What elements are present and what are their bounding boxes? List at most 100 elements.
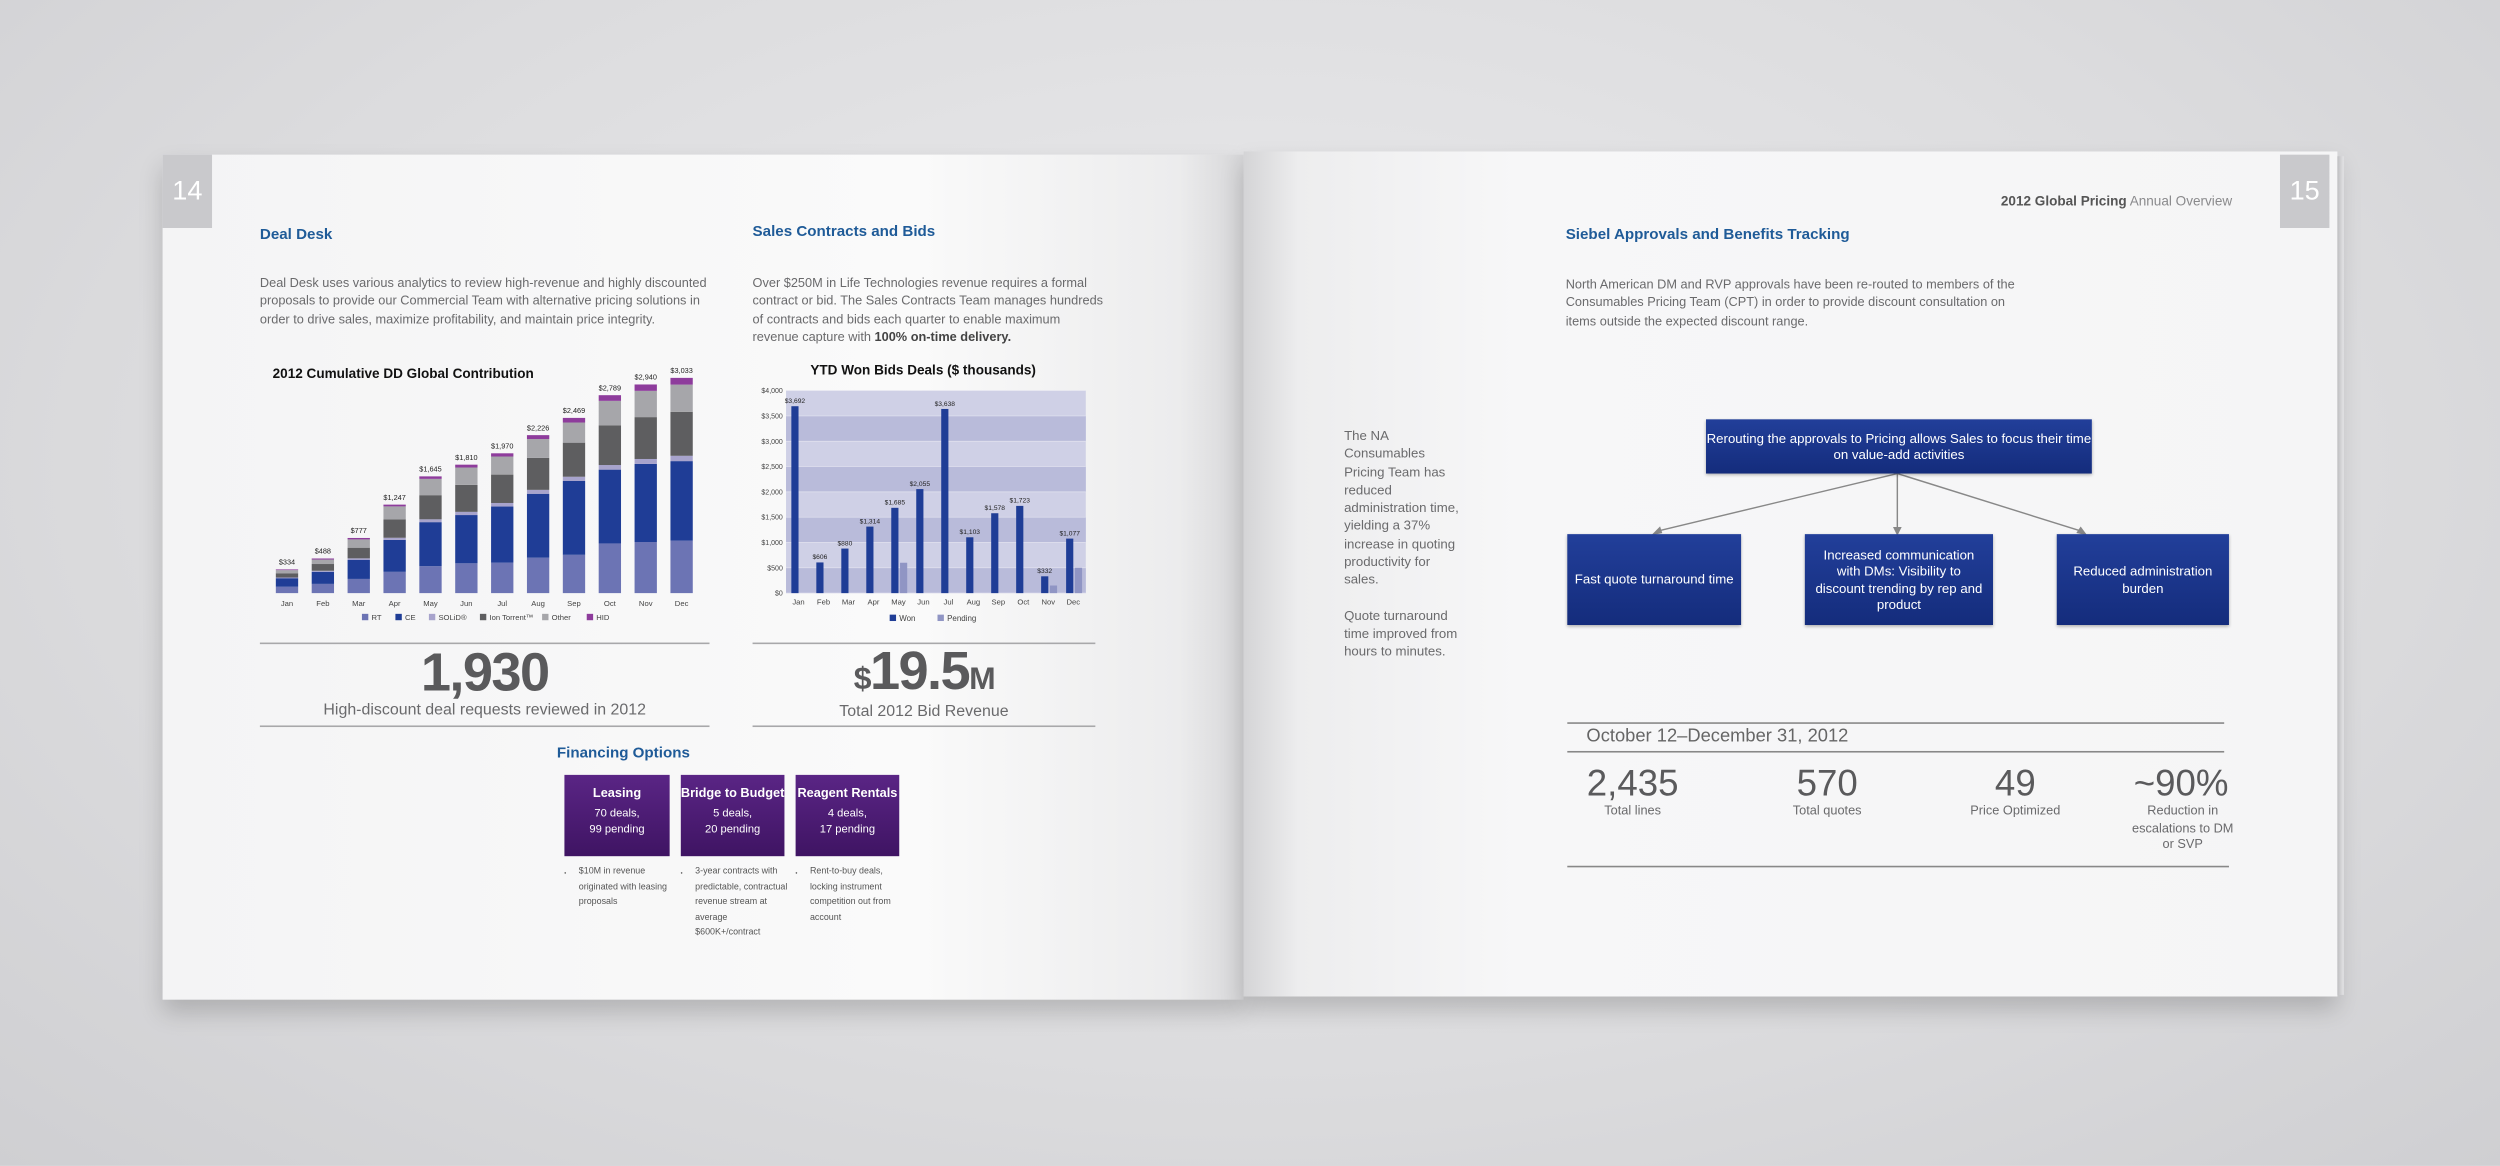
bar-segment [383, 571, 406, 594]
x-tick-label: Mar [842, 597, 856, 606]
bar-segment [670, 411, 693, 456]
rule [259, 642, 710, 645]
legend-swatch [586, 613, 594, 621]
legend-swatch [428, 613, 436, 621]
x-tick-label: Nov [639, 599, 653, 608]
bar-segment [347, 547, 370, 559]
total-label: $2,469 [563, 406, 585, 415]
text-bold: 100% on-time delivery. [874, 330, 1012, 345]
bar-segment [311, 583, 335, 594]
bar-segment [455, 484, 478, 512]
bar [941, 408, 949, 594]
x-tick-label: Nov [1042, 597, 1056, 606]
total-label: $777 [351, 526, 367, 535]
total-label: $2,226 [527, 423, 549, 432]
arrow [1658, 472, 1898, 532]
bar-segment [347, 539, 370, 548]
side-note: The NA Consumables Pricing Team has redu… [1344, 427, 1459, 661]
bar [991, 513, 999, 594]
bar [966, 537, 974, 594]
bar-segment [491, 453, 514, 457]
bar [891, 507, 899, 594]
option-pending: 17 pending [819, 824, 876, 836]
text: Over $250M in Life Technologies revenue … [752, 275, 1104, 345]
bar-segment [562, 422, 586, 443]
paragraph: Over $250M in Life Technologies revenue … [753, 274, 1107, 347]
prefix: $ [853, 661, 872, 697]
legend-swatch [542, 613, 549, 621]
x-tick-label: Mar [352, 599, 366, 608]
arrows [1651, 472, 2088, 536]
option-note: 3-year contracts with predictable, contr… [681, 866, 793, 942]
bar-segment [383, 504, 406, 507]
total-label: $334 [279, 558, 295, 567]
text: YTD Won Bids Deals ($ thousands) [810, 363, 1036, 378]
note-text: $10M in revenue originated with leasing … [579, 866, 678, 912]
stat-label: Reduction in escalations to DM or SVP [2132, 803, 2234, 852]
bar-segment [598, 469, 622, 544]
stat-value: 2,435 [1586, 762, 1679, 804]
rule [1567, 722, 2225, 724]
heading: Siebel Approvals and Benefits Tracking [1565, 226, 1850, 244]
bar-segment [455, 467, 478, 485]
rule [752, 642, 1096, 645]
bar-segment [383, 506, 406, 520]
x-tick-label: Oct [604, 599, 617, 608]
value-label: $1,103 [960, 529, 981, 536]
legend-label: CE [405, 613, 416, 622]
x-tick-label: Jan [281, 599, 293, 608]
legend-label: Pending [947, 614, 976, 623]
x-tick-label: Feb [316, 599, 329, 608]
rule [259, 725, 710, 728]
option-deals: 70 deals, [594, 808, 640, 820]
bar-segment [670, 377, 693, 385]
bar-segment [275, 569, 299, 571]
bar-segment [455, 464, 478, 468]
bar-segment [491, 502, 514, 507]
rule [1567, 865, 2229, 868]
arrow [1897, 472, 2081, 532]
bar-segment [455, 563, 478, 594]
diagram-box: Fast quote turnaround time [1567, 534, 1742, 626]
total-label: $1,247 [383, 493, 405, 502]
option-box: Reagent Rentals 4 deals, 17 pending [795, 774, 900, 857]
x-tick-label: Dec [675, 599, 689, 608]
value-label: $1,578 [985, 505, 1006, 512]
legend-swatch [889, 614, 897, 622]
bar [841, 548, 849, 594]
header-bold: 2012 Global Pricing [2000, 192, 2127, 209]
y-tick-label: $4,000 [761, 388, 783, 395]
heading: Deal Desk [259, 226, 333, 244]
y-tick-label: $500 [767, 565, 783, 572]
bar-segment [419, 519, 442, 523]
x-tick-label: Jun [917, 597, 929, 606]
grid-band [786, 466, 1086, 492]
page-number: 15 [2279, 154, 2330, 228]
bar-segment [526, 435, 550, 440]
x-tick-label: Jun [460, 599, 472, 608]
bar-segment [491, 506, 514, 563]
option-deals: 5 deals, [713, 808, 753, 820]
x-tick-label: Sep [992, 597, 1006, 606]
option-deals: 4 deals, [827, 808, 867, 820]
bar-segment [311, 559, 335, 565]
bar-segment [598, 465, 622, 470]
option-name: Reagent Rentals [797, 786, 898, 801]
bar [791, 406, 799, 594]
y-tick-label: $3,500 [761, 413, 783, 420]
note: The NA Consumables Pricing Team has redu… [1344, 427, 1459, 588]
legend-swatch [361, 613, 369, 621]
bar-segment [311, 570, 335, 572]
bar-segment [419, 495, 442, 520]
bar-segment [491, 562, 514, 594]
diagram-box: Reduced administration burden [2056, 534, 2229, 626]
bar-segment [275, 586, 299, 594]
stat-value: 49 [1994, 762, 2036, 804]
legend-label: SOLiD® [438, 613, 467, 622]
bar [1016, 505, 1024, 594]
option-note: Rent-to-buy deals, locking instrument co… [796, 866, 908, 927]
text: 2012 Cumulative DD Global Contribution [273, 366, 534, 381]
bar-segment [419, 478, 442, 496]
heading: Sales Contracts and Bids [752, 223, 936, 241]
